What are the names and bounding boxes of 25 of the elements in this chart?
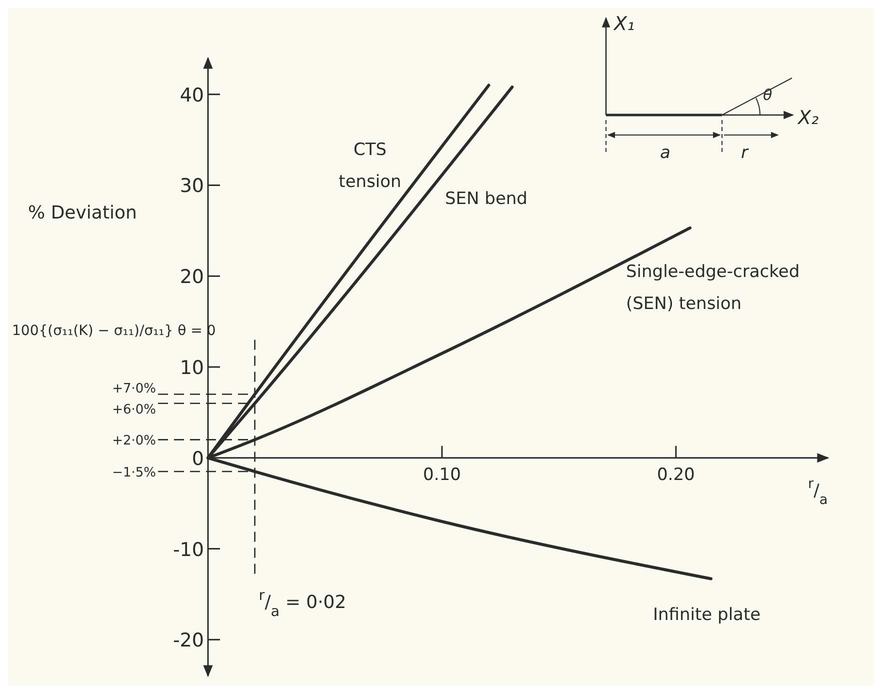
- series-label: Single-edge-cracked (SEN) tension: [626, 262, 800, 314]
- x-tick-label: 0.10: [423, 464, 461, 485]
- annotation: a: [660, 143, 670, 163]
- y-axis-title: % Deviation: [28, 202, 137, 224]
- text: X₁: [613, 13, 635, 35]
- y-tick-label: -10: [172, 538, 204, 561]
- annotation: X₂: [797, 107, 820, 129]
- y-tick-label: -20: [172, 630, 204, 652]
- x-tick-label: 0.20: [656, 464, 695, 485]
- x-axis-title: $^{r}$/$_{a}$: [808, 476, 828, 508]
- annotation: r: [741, 143, 749, 163]
- y-tick-label: 10: [180, 357, 204, 379]
- y-tick-label: 40: [180, 84, 204, 106]
- y-tick-label: 0: [192, 448, 204, 470]
- ref-line-label: −1·5%: [112, 466, 156, 481]
- series-label: SEN bend: [445, 189, 528, 209]
- annotation: θ: [763, 86, 772, 104]
- y-tick-label: 20: [180, 266, 204, 288]
- series-label: CTS tension: [338, 140, 402, 192]
- ref-line-label: $^{r}$/$_{a}$ = 0·02: [258, 588, 346, 620]
- text: Infinite plate: [653, 605, 761, 625]
- y-tick-label: 30: [180, 175, 204, 198]
- ref-line-label: +7·0%: [112, 381, 156, 396]
- ref-line-label: +2·0%: [112, 434, 156, 449]
- ref-line-label: +6·0%: [112, 402, 156, 418]
